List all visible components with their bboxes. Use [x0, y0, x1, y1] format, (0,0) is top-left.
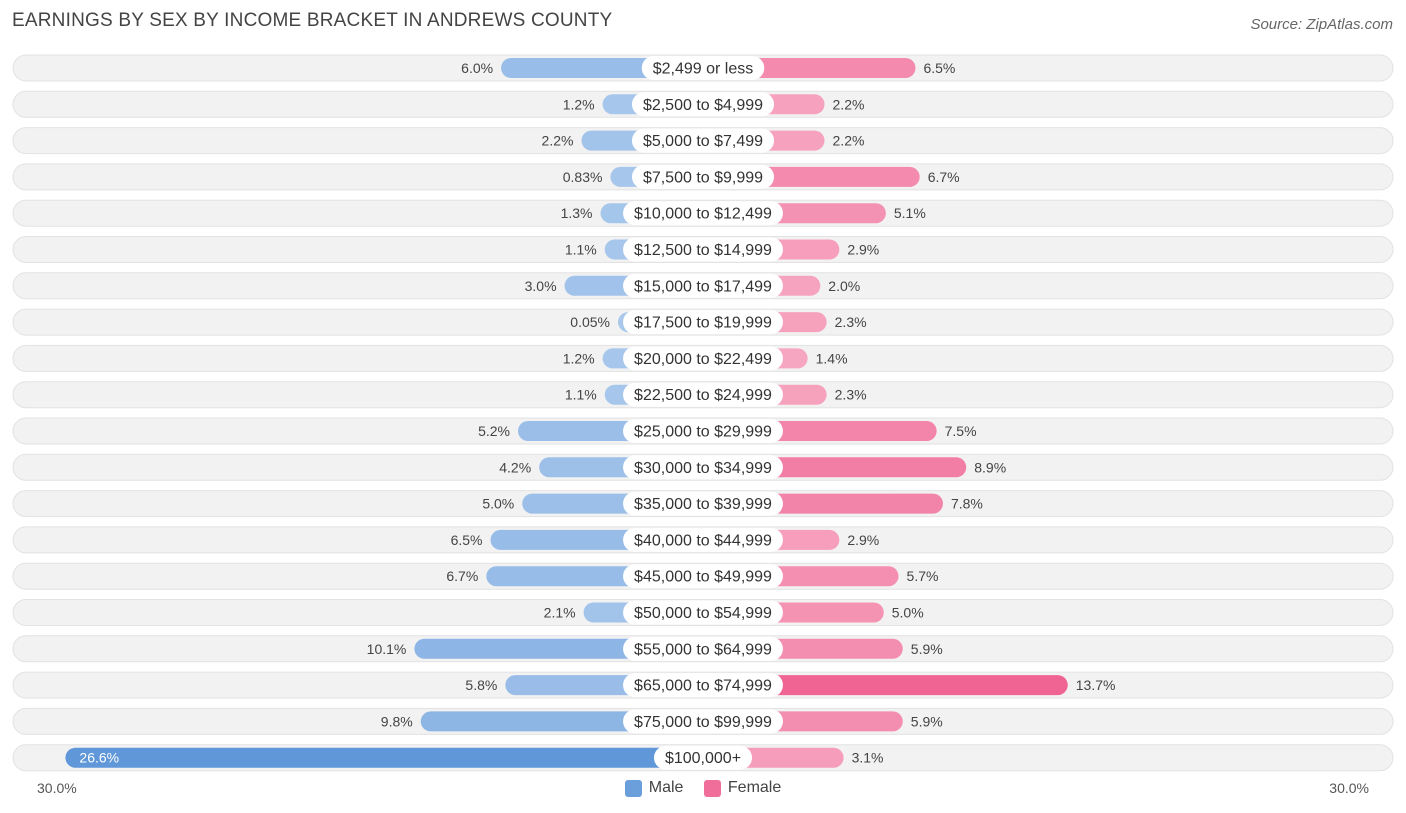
male-value-label: 10.1%: [367, 641, 407, 657]
category-label: $22,500 to $24,999: [634, 387, 772, 404]
category-pill: [623, 346, 783, 371]
female-value-label: 3.1%: [852, 750, 884, 766]
legend-label-female: Female: [727, 779, 782, 796]
female-value-label: 13.7%: [1076, 677, 1116, 693]
male-value-label: 3.0%: [525, 278, 557, 294]
source-note: Source: ZipAtlas.com: [1250, 16, 1393, 33]
female-value-label: 2.0%: [828, 278, 860, 294]
category-pill: [641, 56, 765, 80]
male-value-label: 1.2%: [563, 350, 595, 366]
category-label: $10,000 to $12,499: [634, 206, 772, 223]
female-value-label: 2.2%: [833, 96, 865, 112]
legend-item-female: Female: [703, 779, 782, 797]
female-value-label: 2.9%: [847, 242, 879, 258]
category-label: $7,500 to $9,999: [643, 169, 763, 186]
legend-item-male: Male: [624, 779, 684, 797]
category-pill: [623, 709, 783, 734]
female-value-label: 2.9%: [847, 532, 879, 548]
male-value-label: 4.2%: [499, 459, 531, 475]
category-label: $12,500 to $14,999: [634, 242, 772, 259]
category-pill: [623, 237, 783, 262]
category-label: $45,000 to $49,999: [634, 569, 772, 586]
category-label: $2,500 to $4,999: [643, 97, 763, 114]
category-pill: [631, 128, 775, 153]
male-value-label: 2.1%: [544, 605, 576, 621]
category-pill: [623, 491, 783, 516]
category-pill: [623, 419, 783, 443]
bar-chart: $2,499 or less 6.0% 6.5% $2,500 to $4,999 1.…: [12, 54, 1394, 772]
legend: Male Female: [0, 779, 1406, 802]
category-pill: [623, 636, 783, 661]
category-pill: [623, 455, 783, 480]
female-value-label: 6.7%: [928, 169, 960, 185]
male-value-label: 9.8%: [381, 713, 413, 729]
male-value-label: 6.5%: [451, 532, 483, 548]
female-value-label: 5.9%: [911, 713, 943, 729]
category-pill: [623, 600, 783, 625]
male-value-label: 1.1%: [565, 242, 597, 258]
female-value-label: 5.7%: [907, 568, 939, 584]
category-label: $2,499 or less: [653, 61, 754, 78]
chart-title: EARNINGS BY SEX BY INCOME BRACKET IN AND…: [12, 10, 613, 31]
male-value-label: 1.3%: [561, 205, 593, 221]
category-label: $20,000 to $22,499: [634, 351, 772, 368]
category-pill: [623, 273, 783, 298]
category-label: $15,000 to $17,499: [634, 278, 772, 295]
category-label: $35,000 to $39,999: [634, 496, 772, 513]
category-pill: [631, 92, 775, 117]
category-label: $5,000 to $7,499: [643, 133, 763, 150]
category-pill: [623, 673, 783, 698]
category-label: $100,000+: [665, 750, 741, 767]
male-value-label: 2.2%: [542, 133, 574, 149]
axis-label-left: 30.0%: [37, 780, 77, 796]
female-value-label: 6.5%: [923, 60, 955, 76]
category-pill: [623, 564, 783, 589]
female-value-label: 5.1%: [894, 205, 926, 221]
female-value-label: 5.0%: [892, 605, 924, 621]
legend-swatch-female: [703, 779, 721, 797]
male-value-label: 5.0%: [482, 496, 514, 512]
female-value-label: 8.9%: [974, 459, 1006, 475]
female-value-label: 1.4%: [816, 350, 848, 366]
female-bar: [703, 675, 1068, 696]
category-pill: [631, 164, 775, 189]
axis-label-right: 30.0%: [1329, 780, 1369, 796]
female-value-label: 2.3%: [835, 387, 867, 403]
female-value-label: 2.2%: [833, 133, 865, 149]
category-label: $65,000 to $74,999: [634, 678, 772, 695]
category-label: $25,000 to $29,999: [634, 424, 772, 441]
legend-label-male: Male: [648, 779, 684, 796]
male-value-label: 5.8%: [465, 677, 497, 693]
category-pill: [623, 310, 783, 335]
male-value-label: 6.7%: [446, 568, 478, 584]
male-value-label: 0.05%: [570, 314, 610, 330]
male-value-label: 6.0%: [461, 60, 493, 76]
category-label: $75,000 to $99,999: [634, 714, 772, 731]
female-value-label: 7.8%: [951, 496, 983, 512]
male-value-label: 0.83%: [563, 169, 603, 185]
female-value-label: 7.5%: [945, 423, 977, 439]
male-value-label: 1.2%: [563, 96, 595, 112]
category-pill: [623, 382, 783, 407]
male-value-label: 1.1%: [565, 387, 597, 403]
male-value-label: 26.6%: [79, 750, 119, 766]
category-label: $40,000 to $44,999: [634, 532, 772, 549]
legend-swatch-male: [624, 779, 642, 797]
male-value-label: 5.2%: [478, 423, 510, 439]
category-label: $17,500 to $19,999: [634, 315, 772, 332]
category-label: $30,000 to $34,999: [634, 460, 772, 477]
category-label: $50,000 to $54,999: [634, 605, 772, 622]
female-value-label: 5.9%: [911, 641, 943, 657]
category-pill: [623, 201, 783, 226]
female-value-label: 2.3%: [835, 314, 867, 330]
category-pill: [623, 527, 783, 552]
category-pill: [653, 745, 753, 770]
male-bar: [65, 747, 703, 768]
category-label: $55,000 to $64,999: [634, 641, 772, 658]
